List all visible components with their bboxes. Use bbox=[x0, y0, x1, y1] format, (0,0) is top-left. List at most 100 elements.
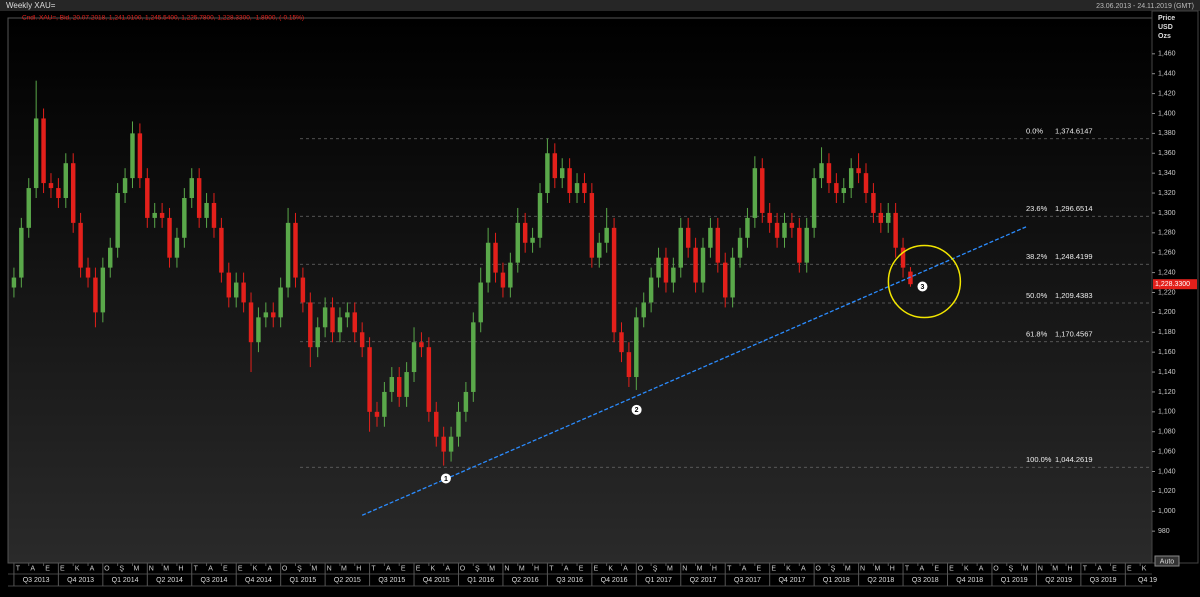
annotation-label: 1 bbox=[444, 476, 448, 483]
quarter-label: Q2 2014 bbox=[156, 577, 183, 584]
candle-body bbox=[130, 133, 135, 179]
quarter-label: Q1 2017 bbox=[645, 577, 672, 584]
candle-body bbox=[782, 222, 787, 238]
y-tick-label: 1,260 bbox=[1158, 250, 1176, 257]
x-tick-label: T bbox=[1083, 565, 1088, 572]
x-tick-label: A bbox=[268, 565, 273, 572]
last-price-tag bbox=[1153, 279, 1197, 290]
annotation-marker bbox=[440, 473, 451, 484]
candle-body bbox=[485, 242, 491, 283]
x-tick-label: O bbox=[815, 565, 821, 572]
quarter-label: Q2 2015 bbox=[334, 577, 361, 584]
quarter-label: Q3 2019 bbox=[1090, 577, 1117, 584]
candle-body bbox=[737, 237, 743, 258]
x-tick-label: E bbox=[401, 565, 406, 572]
fib-ratio: 0.0% bbox=[1026, 127, 1043, 136]
auto-button[interactable] bbox=[1154, 555, 1180, 567]
candle-body bbox=[233, 282, 239, 298]
x-tick-label: H bbox=[178, 565, 183, 572]
y-tick-label: 1,020 bbox=[1158, 488, 1176, 495]
x-tick-label: O bbox=[993, 565, 999, 572]
y-axis-label: Ozs bbox=[1158, 33, 1171, 40]
candle-body bbox=[626, 352, 632, 378]
candle-body bbox=[500, 272, 506, 288]
y-tick-label: 1,400 bbox=[1158, 110, 1176, 117]
y-tick-label: 1,420 bbox=[1158, 90, 1176, 97]
x-tick-label: H bbox=[356, 565, 361, 572]
candle-body bbox=[604, 227, 609, 243]
x-tick-label: N bbox=[149, 565, 154, 572]
candle-body bbox=[93, 277, 98, 313]
candle-body bbox=[656, 257, 661, 278]
x-tick-label: M bbox=[163, 565, 169, 572]
candle-body bbox=[174, 237, 180, 258]
x-tick-label: M bbox=[1023, 565, 1029, 572]
marks: 980 1,000 1,020 1,040 1,060 1,080 1,100 1,120 1,… bbox=[11, 51, 1197, 586]
candle-body bbox=[293, 222, 298, 278]
annotation-label: 3 bbox=[921, 284, 925, 291]
y-tick-label: 1,200 bbox=[1158, 309, 1176, 316]
x-tick-label: M bbox=[697, 565, 703, 572]
candle-body bbox=[723, 262, 728, 298]
y-tick-label: 1,120 bbox=[1158, 389, 1176, 396]
x-tick-label: E bbox=[934, 565, 939, 572]
candle-body bbox=[359, 332, 365, 348]
date-range: 23.06.2013 - 24.11.2019 (GMT) bbox=[1096, 3, 1194, 10]
candle-body bbox=[337, 317, 343, 333]
annotation-marker bbox=[917, 281, 928, 292]
candle-body bbox=[11, 277, 17, 288]
candle-body bbox=[515, 222, 520, 263]
x-tick-label: E bbox=[757, 565, 762, 572]
y-tick-label: 1,440 bbox=[1158, 71, 1176, 78]
y-tick-label: 1,160 bbox=[1158, 349, 1176, 356]
candle-body bbox=[663, 257, 669, 283]
candle-body bbox=[48, 183, 54, 189]
candle-body bbox=[226, 272, 232, 298]
x-tick-label: M bbox=[667, 565, 673, 572]
fib-ratio: 23.6% bbox=[1026, 204, 1048, 213]
quarter-label: Q4 2016 bbox=[601, 577, 628, 584]
y-tick-label: 1,360 bbox=[1158, 150, 1176, 157]
candle-body bbox=[167, 217, 172, 258]
candle-body bbox=[315, 327, 320, 348]
candle-body bbox=[804, 227, 809, 263]
x-tick-label: A bbox=[623, 565, 628, 572]
y-axis-label: Price bbox=[1158, 15, 1175, 22]
x-tick-label: H bbox=[890, 565, 895, 572]
candle-body bbox=[374, 411, 380, 417]
auto-button-label[interactable]: Auto bbox=[1160, 558, 1175, 565]
x-tick-label: E bbox=[416, 565, 421, 572]
x-tick-label: O bbox=[638, 565, 644, 572]
quarter-label: Q2 2019 bbox=[1045, 577, 1072, 584]
x-tick-label: A bbox=[90, 565, 95, 572]
candle-body bbox=[404, 372, 409, 397]
y-tick-label: 1,000 bbox=[1158, 508, 1176, 515]
x-tick-label: Ş bbox=[1008, 565, 1013, 572]
x-tick-label: H bbox=[534, 565, 539, 572]
candle-body bbox=[285, 222, 291, 288]
x-tick-label: M bbox=[341, 565, 347, 572]
quarter-label: Q3 2016 bbox=[556, 577, 583, 584]
candle-body bbox=[522, 222, 528, 243]
x-tick-label: E bbox=[1127, 565, 1132, 572]
candle-body bbox=[137, 133, 143, 179]
candle-body bbox=[863, 173, 869, 194]
x-tick-label: K bbox=[786, 565, 791, 572]
candle-body bbox=[789, 222, 795, 228]
candle-body bbox=[419, 342, 424, 348]
candle-body bbox=[878, 212, 884, 223]
candle-body bbox=[819, 163, 824, 179]
candle-body bbox=[56, 188, 61, 199]
candle-body bbox=[219, 227, 224, 273]
quarter-label: Q2 2016 bbox=[512, 577, 539, 584]
y-tick-label: 1,220 bbox=[1158, 289, 1176, 296]
candle-body bbox=[648, 277, 654, 303]
quarter-label: Q3 2013 bbox=[23, 577, 50, 584]
candle-body bbox=[552, 153, 558, 179]
y-tick-label: 1,100 bbox=[1158, 409, 1176, 416]
x-tick-label: A bbox=[208, 565, 213, 572]
quarter-label: Q3 2017 bbox=[734, 577, 761, 584]
candle-body bbox=[145, 178, 150, 218]
candle-body bbox=[589, 193, 595, 258]
y-tick-label: 1,140 bbox=[1158, 369, 1176, 376]
